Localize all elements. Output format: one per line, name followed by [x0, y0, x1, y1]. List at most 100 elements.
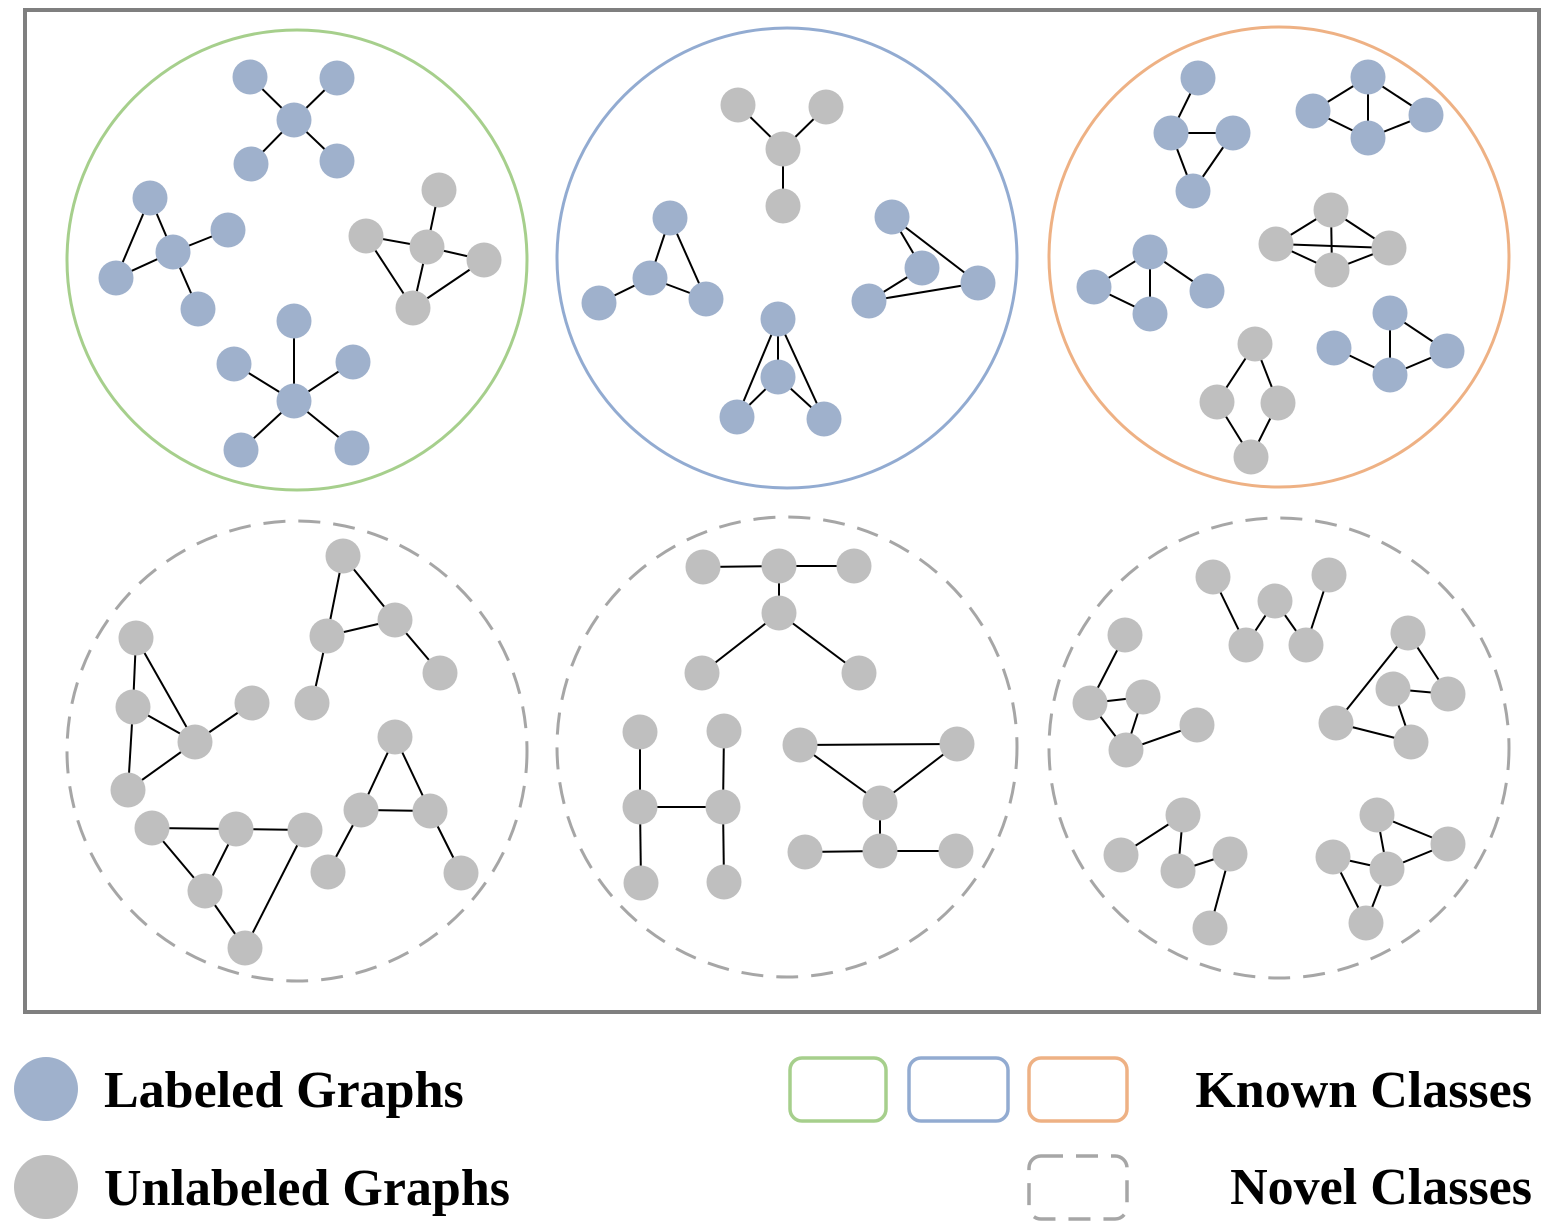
labeled-graph-node — [1350, 120, 1386, 156]
unlabeled-graph-node — [938, 833, 974, 869]
labeled-graph-node — [581, 285, 617, 321]
novel-class-cluster-4 — [65, 519, 529, 983]
novel-class-swatch — [1027, 1154, 1129, 1221]
unlabeled-graph-node — [705, 789, 741, 825]
unlabeled-graph-node — [782, 727, 818, 763]
unlabeled-graph-node — [187, 873, 223, 909]
unlabeled-graph-node — [348, 218, 384, 254]
unlabeled-graph-node — [622, 789, 658, 825]
labeled-graph-node — [1189, 273, 1225, 309]
unlabeled-graph-node — [218, 811, 254, 847]
known-class-swatch-green — [788, 1056, 888, 1123]
labeled-graph-node — [1372, 357, 1408, 393]
unlabeled-graph-node — [343, 792, 379, 828]
unlabeled-graph-node — [1072, 685, 1108, 721]
unlabeled-graph-node — [1199, 384, 1235, 420]
labeled-graph-node — [1132, 296, 1168, 332]
unlabeled-graph-node — [1165, 797, 1201, 833]
graph-edge — [244, 829, 306, 949]
known-class-cluster-3 — [1047, 25, 1511, 489]
node-layer — [98, 59, 1466, 966]
known-class-cluster-2 — [555, 26, 1019, 490]
labeled-graph-node — [1180, 60, 1216, 96]
unlabeled-graph-node — [110, 772, 146, 808]
labeled-graph-node — [1295, 93, 1331, 129]
graph-edge — [736, 318, 779, 418]
novel-class-cluster-6 — [1047, 516, 1511, 980]
labeled-graph-node — [276, 102, 312, 138]
unlabeled-graph-node — [310, 854, 346, 890]
unlabeled-graph-node — [1108, 732, 1144, 768]
unlabeled-graph-node — [377, 719, 413, 755]
unlabeled-graph-node — [765, 131, 801, 167]
unlabeled-graph-node — [765, 188, 801, 224]
unlabeled-graph-node — [1212, 836, 1248, 872]
unlabeled-graph-node — [1192, 910, 1228, 946]
graph-edge — [1335, 632, 1409, 724]
unlabeled-legend-swatch — [14, 1155, 78, 1219]
unlabeled-graph-node — [622, 714, 658, 750]
labeled-graph-node — [276, 303, 312, 339]
unlabeled-graph-node — [841, 655, 877, 691]
graph-edge — [868, 282, 979, 302]
unlabeled-graph-node — [684, 655, 720, 691]
labeled-legend-swatch — [14, 1057, 78, 1121]
unlabeled-legend-label: Unlabeled Graphs — [104, 1160, 510, 1217]
labeled-graph-node — [276, 383, 312, 419]
unlabeled-graph-node — [1390, 615, 1426, 651]
labeled-graph-node — [652, 200, 688, 236]
unlabeled-graph-node — [1375, 671, 1411, 707]
unlabeled-graph-node — [623, 865, 659, 901]
labeled-graph-node — [1408, 97, 1444, 133]
graph-edge — [777, 318, 825, 420]
labeled-graph-node — [180, 291, 216, 327]
main-frame — [23, 8, 1541, 1014]
labeled-graph-node — [1215, 115, 1251, 151]
unlabeled-graph-node — [706, 713, 742, 749]
labeled-graph-node — [1350, 59, 1386, 95]
unlabeled-graph-node — [421, 172, 457, 208]
labeled-graph-node — [1076, 269, 1112, 305]
unlabeled-graph-node — [1315, 839, 1351, 875]
unlabeled-graph-node — [1369, 851, 1405, 887]
unlabeled-graph-node — [1359, 797, 1395, 833]
unlabeled-graph-node — [1371, 230, 1407, 266]
unlabeled-graph-node — [287, 812, 323, 848]
labeled-graph-node — [334, 430, 370, 466]
labeled-graph-node — [335, 344, 371, 380]
unlabeled-graph-node — [1430, 676, 1466, 712]
labeled-graph-node — [216, 346, 252, 382]
unlabeled-graph-node — [177, 724, 213, 760]
unlabeled-graph-node — [1313, 192, 1349, 228]
labeled-graph-node — [319, 60, 355, 96]
labeled-graph-node — [904, 250, 940, 286]
labeled-graph-node — [806, 401, 842, 437]
unlabeled-graph-node — [836, 548, 872, 584]
unlabeled-graph-node — [422, 655, 458, 691]
unlabeled-graph-node — [1288, 627, 1324, 663]
known-class-swatch-orange — [1027, 1056, 1129, 1123]
known-class-cluster-1 — [65, 28, 529, 492]
graph-edge — [891, 216, 979, 284]
unlabeled-graph-node — [1260, 385, 1296, 421]
unlabeled-graph-node — [466, 242, 502, 278]
labeled-graph-node — [98, 260, 134, 296]
unlabeled-graph-node — [808, 89, 844, 125]
unlabeled-graph-node — [227, 930, 263, 966]
unlabeled-graph-node — [761, 595, 797, 631]
unlabeled-graph-node — [1314, 252, 1350, 288]
unlabeled-graph-node — [720, 87, 756, 123]
labeled-graph-node — [1372, 295, 1408, 331]
labeled-graph-node — [851, 283, 887, 319]
unlabeled-graph-node — [1125, 679, 1161, 715]
unlabeled-graph-node — [134, 810, 170, 846]
unlabeled-graph-node — [1348, 905, 1384, 941]
known-class-swatch-blue — [907, 1056, 1010, 1123]
unlabeled-graph-node — [939, 726, 975, 762]
unlabeled-graph-node — [685, 549, 721, 585]
known-classes-label: Known Classes — [1195, 1062, 1532, 1119]
novel-class-cluster-5 — [555, 515, 1019, 979]
cluster-layer — [65, 25, 1511, 983]
labeled-graph-node — [760, 301, 796, 337]
